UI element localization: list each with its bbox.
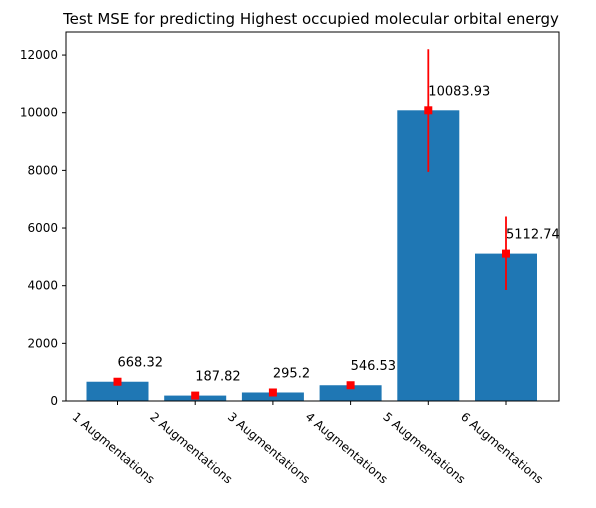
mean-marker — [502, 249, 510, 258]
mean-marker — [191, 391, 200, 400]
mean-marker — [113, 377, 122, 386]
y-axis: 0 2000 4000 6000 8000 10000 12000 — [20, 48, 66, 408]
plot-area-frame — [65, 31, 560, 402]
x-tick-label: 5 Augmentations — [380, 410, 468, 487]
y-tick-label: 2000 — [27, 336, 58, 350]
y-tick-label: 4000 — [27, 279, 58, 293]
y-tick-label: 8000 — [27, 163, 58, 177]
mean-marker — [268, 388, 277, 397]
value-label: 668.32 — [118, 356, 164, 371]
x-tick-label: 6 Augmentations — [458, 410, 546, 487]
bar — [319, 385, 382, 401]
x-tick-label: 1 Augmentations — [70, 410, 158, 487]
value-labels-group: 668.32 187.82 295.2 546.53 10083.93 5112.74 — [118, 84, 560, 384]
value-label: 187.82 — [195, 370, 241, 385]
value-label: 10083.93 — [428, 84, 490, 99]
mean-marker — [346, 381, 355, 390]
bar — [241, 392, 304, 401]
y-tick-label: 0 — [50, 394, 58, 408]
x-tick-label: 3 Augmentations — [225, 410, 313, 487]
bar — [86, 381, 149, 401]
y-tick-label: 12000 — [20, 48, 58, 62]
x-tick-label: 4 Augmentations — [303, 410, 391, 487]
y-tick-label: 6000 — [27, 221, 58, 235]
mean-marker — [424, 106, 433, 115]
markers-group — [113, 106, 510, 400]
x-tick-label: 2 Augmentations — [147, 410, 235, 487]
value-label: 546.53 — [351, 359, 397, 374]
y-tick-label: 10000 — [20, 106, 58, 120]
value-label: 295.2 — [273, 366, 310, 381]
chart-title: Test MSE for predicting Highest occupied… — [62, 10, 559, 28]
value-label: 5112.74 — [506, 228, 560, 243]
